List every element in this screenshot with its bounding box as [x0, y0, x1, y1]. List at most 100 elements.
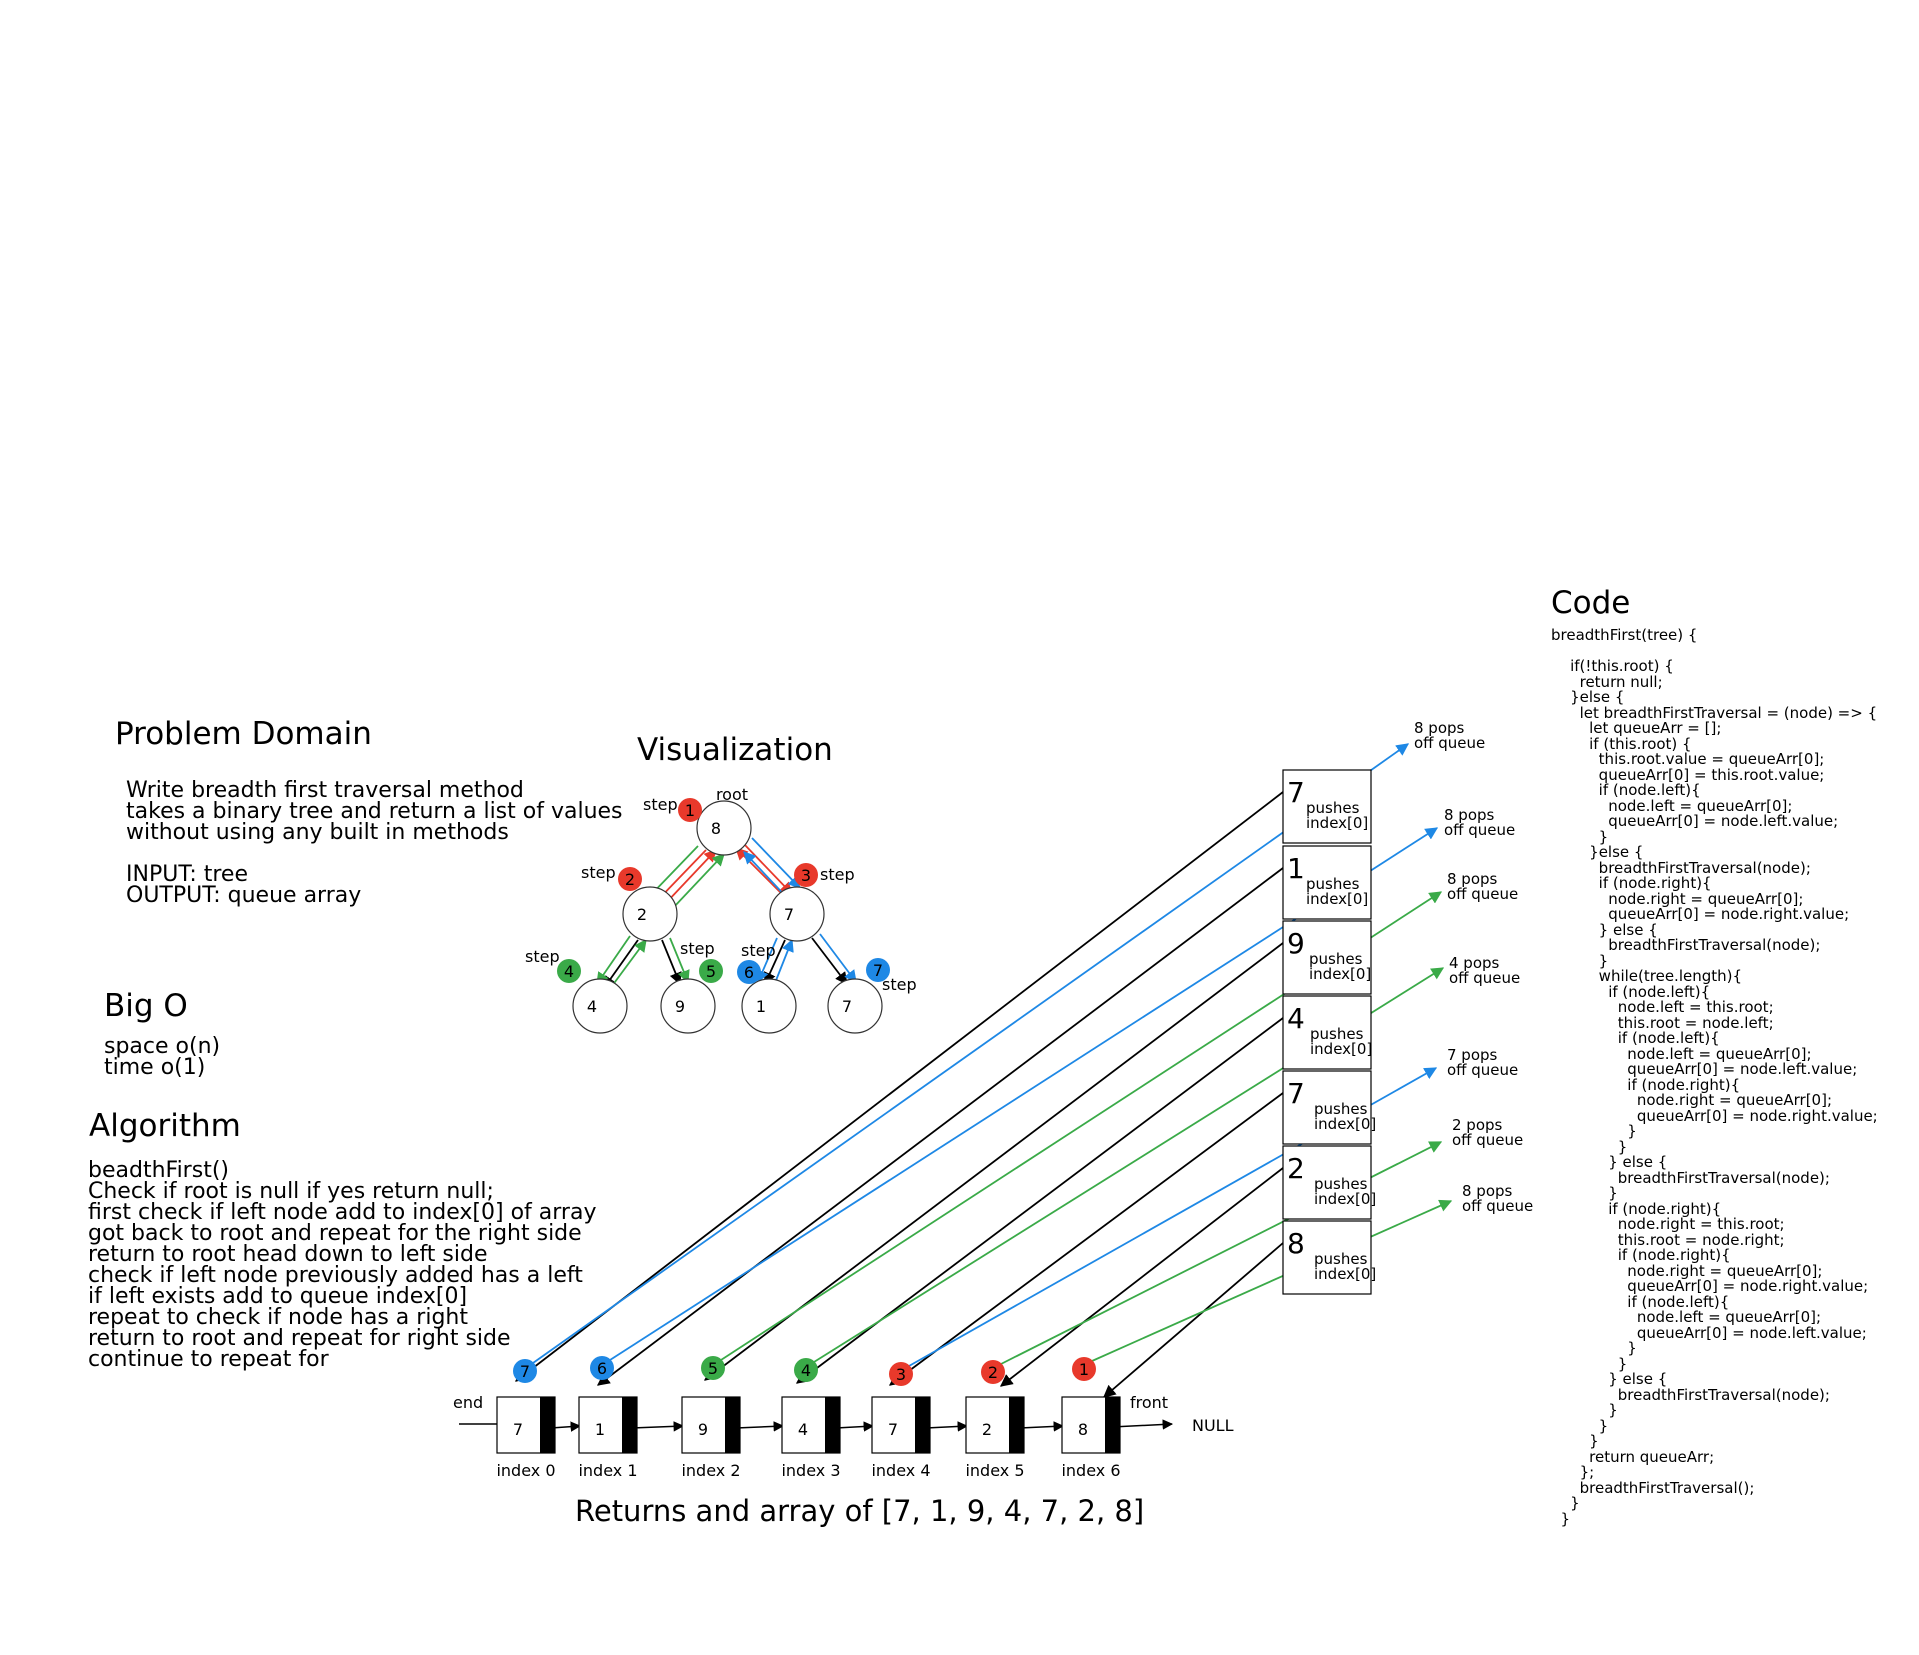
code-title: Code: [1551, 585, 1631, 621]
tree-node: [769, 886, 825, 942]
pd-text-line: INPUT: tree: [126, 862, 248, 887]
tree-step-badge-number: 6: [744, 963, 754, 982]
pop-label-line1: 2 pops: [1452, 1116, 1503, 1134]
pop-label-line2: off queue: [1449, 969, 1520, 987]
queue-link-arrow: [1019, 1421, 1065, 1432]
tree-arrow: [669, 937, 690, 984]
algo-text-line: check if left node previously added has …: [88, 1263, 583, 1288]
big-o-title: Big O: [104, 988, 188, 1024]
problem-domain-title: Problem Domain: [115, 716, 372, 752]
tree-step-badge-number: 2: [625, 870, 635, 889]
push-box-label: pushes: [1314, 1100, 1368, 1118]
pop-label-line2: off queue: [1444, 821, 1515, 839]
push-box-label: pushes: [1314, 1175, 1368, 1193]
queue-step-badge-dot: [590, 1356, 614, 1380]
pop-arrow: [1091, 1199, 1453, 1362]
push-box-value: 7: [1287, 1077, 1305, 1110]
tree-step-badge-dot: [866, 958, 890, 982]
queue-cell-pointer: [725, 1397, 740, 1453]
queue-null-label: NULL: [1192, 1416, 1234, 1435]
queue-step-badge-number: 2: [988, 1363, 998, 1382]
tree-arrow: [763, 939, 786, 986]
tree-node: [572, 978, 628, 1034]
push-box-index: index[0]: [1314, 1115, 1376, 1133]
push-box: [1282, 1145, 1372, 1220]
tree-step-badge-dot: [699, 959, 723, 983]
push-box: [1282, 845, 1372, 920]
pop-arrow: [532, 743, 1410, 1364]
push-box-label: pushes: [1306, 799, 1360, 817]
tree-node-value: 8: [711, 819, 721, 838]
queue-cell-pointer: [915, 1397, 930, 1453]
push-box-index: index[0]: [1306, 890, 1368, 908]
tree-node-value: 4: [587, 997, 597, 1016]
queue-cell-index: index 5: [965, 1461, 1024, 1480]
queue-cell-pointer: [622, 1397, 637, 1453]
tree-node: [622, 886, 678, 942]
push-box-index: index[0]: [1314, 1265, 1376, 1283]
queue-step-badge-number: 7: [520, 1362, 530, 1381]
push-box: [1282, 1070, 1372, 1145]
pop-label-line1: 7 pops: [1447, 1046, 1498, 1064]
push-box: [1282, 995, 1372, 1070]
push-to-queue-arrow: [795, 1017, 1284, 1384]
algo-text-line: return to root and repeat for right side: [88, 1326, 511, 1351]
queue-step-badge-number: 1: [1079, 1360, 1089, 1379]
tree-step-badge-dot: [737, 960, 761, 984]
algo-text-line: if left exists add to queue index[0]: [88, 1284, 468, 1309]
tree-node-value: 7: [842, 997, 852, 1016]
tree-node: [696, 800, 752, 856]
queue-link-arrow: [735, 1421, 785, 1432]
pop-label-line2: off queue: [1414, 734, 1485, 752]
algo-text-line: beadthFirst(): [88, 1158, 229, 1183]
queue-cell-pointer: [825, 1397, 840, 1453]
algo-text-line: repeat to check if node has a right: [88, 1305, 468, 1330]
queue-step-badge-dot: [889, 1362, 913, 1386]
queue-cell-value: 2: [982, 1420, 992, 1439]
tree-step-badge-dot: [794, 863, 818, 887]
queue-step-badge-dot: [981, 1360, 1005, 1384]
queue-link-arrow: [925, 1421, 969, 1432]
queue-cell-value: 9: [698, 1420, 708, 1439]
pd-text-line: takes a binary tree and return a list of…: [126, 799, 623, 824]
push-box-value: 1: [1287, 852, 1305, 885]
tree-node: [827, 978, 883, 1034]
problem-domain-text: Write breadth first traversal method take…: [126, 780, 623, 908]
push-box-index: index[0]: [1309, 965, 1371, 983]
tree-step-badge-dot: [618, 867, 642, 891]
pop-label-line2: off queue: [1447, 1061, 1518, 1079]
tree-step-badge-number: 1: [685, 801, 695, 820]
push-box: [1282, 1220, 1372, 1295]
queue-cell-pointer: [540, 1397, 555, 1453]
tree-arrow: [603, 939, 639, 990]
tree-node-value: 2: [637, 905, 647, 924]
push-box-index: index[0]: [1314, 1190, 1376, 1208]
tree-arrow: [735, 847, 785, 897]
pop-label-line1: 8 pops: [1444, 806, 1495, 824]
step-label: step: [680, 939, 715, 958]
queue-null-arrow: [1111, 1419, 1174, 1430]
push-box-label: pushes: [1309, 950, 1363, 968]
algo-text-line: got back to root and repeat for the righ…: [88, 1221, 582, 1246]
algo-text-line: Check if root is null if yes return null…: [88, 1179, 494, 1204]
pop-label-line2: off queue: [1462, 1197, 1533, 1215]
queue-cell-index: index 2: [681, 1461, 740, 1480]
pop-label-line1: 4 pops: [1449, 954, 1500, 972]
pd-text-line: OUTPUT: queue array: [126, 883, 362, 908]
tree-step-badge-number: 4: [564, 962, 574, 981]
push-box-value: 2: [1287, 1152, 1305, 1185]
queue-cell-value: 4: [798, 1420, 808, 1439]
tree-node-value: 7: [784, 905, 794, 924]
result-text: Returns and array of [7, 1, 9, 4, 7, 2, …: [575, 1494, 1145, 1528]
queue-cell-index: index 6: [1061, 1461, 1120, 1480]
pop-label-line1: 8 pops: [1462, 1182, 1513, 1200]
tree-arrow: [661, 939, 682, 986]
queue-cell-value: 8: [1078, 1420, 1088, 1439]
tree-arrow: [596, 935, 631, 986]
tree-node: [741, 978, 797, 1034]
queue-cell-value: 7: [513, 1420, 523, 1439]
queue-cell-pointer: [1105, 1397, 1120, 1453]
queue-link-arrow: [550, 1421, 582, 1432]
tree-step-badge-dot: [557, 959, 581, 983]
